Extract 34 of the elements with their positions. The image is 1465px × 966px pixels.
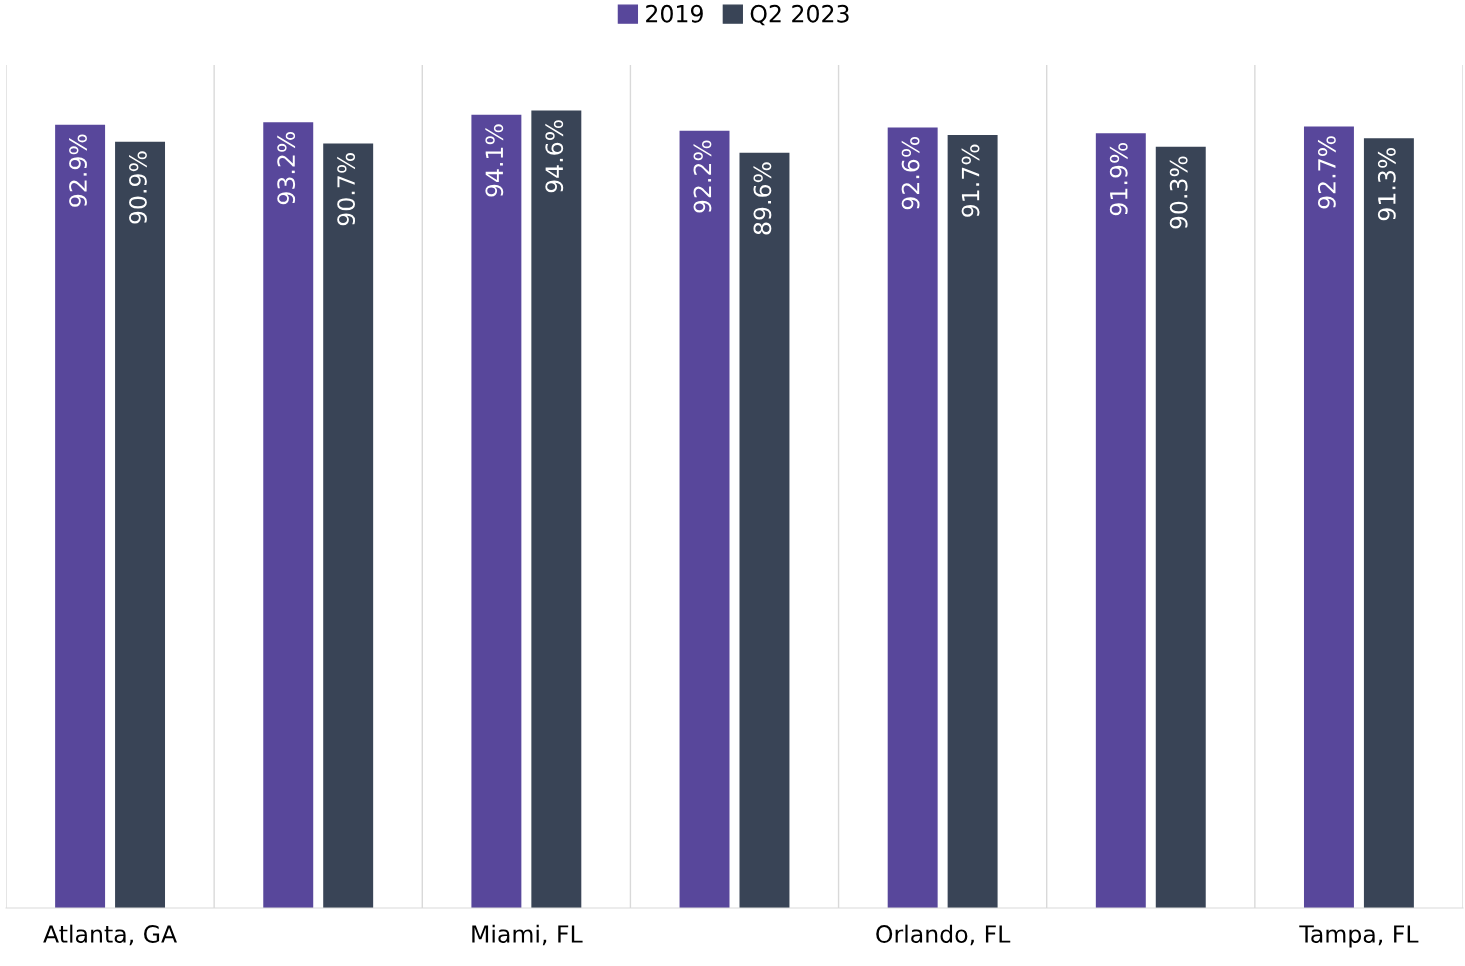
bar [947, 134, 998, 908]
x-tick-label: Miami, FL [472, 924, 583, 946]
bar [1303, 126, 1354, 908]
data-label: 92.6% [901, 137, 920, 210]
data-label: 90.9% [129, 151, 147, 224]
data-label: 92.2% [693, 140, 712, 213]
bar [323, 143, 374, 908]
x-tick-label: Tampa, FL [1299, 925, 1419, 948]
data-label: 91.7% [961, 144, 980, 217]
data-label: 93.2% [277, 131, 296, 205]
data-label: 91.9% [1109, 142, 1128, 216]
data-label: 90.7% [337, 153, 356, 226]
bar [55, 124, 106, 908]
data-label: 90.3% [1169, 156, 1188, 229]
data-label: 91.3% [1377, 147, 1396, 221]
x-tick-label: Atlanta, GA [43, 924, 177, 946]
bar [471, 114, 522, 908]
data-label: 94.6% [545, 120, 564, 193]
bar [1095, 133, 1146, 908]
data-label: 92.7% [1317, 136, 1336, 209]
legend-label: 2019 [646, 4, 703, 23]
bar [115, 141, 166, 908]
bar [531, 110, 582, 908]
x-tick-label: Orlando, FL [876, 924, 1011, 946]
bar [739, 152, 790, 908]
bar [263, 122, 314, 908]
bar [1155, 146, 1206, 908]
data-label: 94.1% [485, 124, 504, 197]
bar [887, 127, 938, 908]
legend-label: Q2 2023 [750, 4, 849, 26]
data-label: 89.6% [753, 162, 772, 235]
data-label: 92.9% [69, 134, 87, 207]
bar [1363, 138, 1414, 908]
bar [679, 130, 730, 908]
